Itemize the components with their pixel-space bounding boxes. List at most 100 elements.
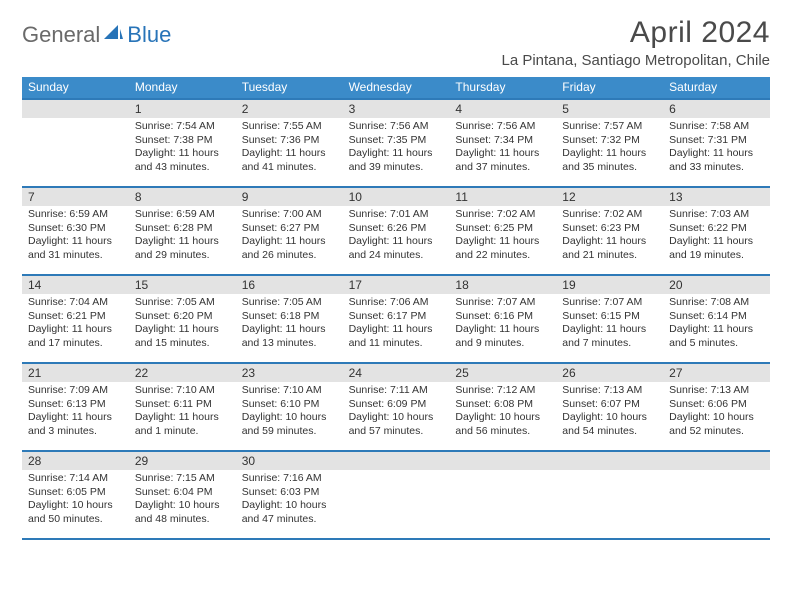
sunrise-text: Sunrise: 7:11 AM xyxy=(349,384,444,398)
day-body: Sunrise: 7:56 AMSunset: 7:35 PMDaylight:… xyxy=(343,118,450,179)
day-body: Sunrise: 7:13 AMSunset: 6:06 PMDaylight:… xyxy=(663,382,770,443)
daylight-text: Daylight: 11 hours and 39 minutes. xyxy=(349,147,444,174)
title-block: April 2024 La Pintana, Santiago Metropol… xyxy=(501,16,770,69)
header: General Blue April 2024 La Pintana, Sant… xyxy=(22,16,770,69)
daylight-text: Daylight: 11 hours and 3 minutes. xyxy=(28,411,123,438)
sunrise-text: Sunrise: 6:59 AM xyxy=(135,208,230,222)
day-cell xyxy=(22,100,129,186)
dow-saturday: Saturday xyxy=(663,77,770,98)
dow-monday: Monday xyxy=(129,77,236,98)
day-number: 11 xyxy=(449,188,556,206)
dow-wednesday: Wednesday xyxy=(343,77,450,98)
day-number: 29 xyxy=(129,452,236,470)
sunset-text: Sunset: 6:09 PM xyxy=(349,398,444,412)
day-body: Sunrise: 7:55 AMSunset: 7:36 PMDaylight:… xyxy=(236,118,343,179)
day-number: 18 xyxy=(449,276,556,294)
sunrise-text: Sunrise: 7:03 AM xyxy=(669,208,764,222)
day-cell: 9Sunrise: 7:00 AMSunset: 6:27 PMDaylight… xyxy=(236,188,343,274)
sunset-text: Sunset: 6:22 PM xyxy=(669,222,764,236)
sunrise-text: Sunrise: 7:07 AM xyxy=(455,296,550,310)
daylight-text: Daylight: 11 hours and 7 minutes. xyxy=(562,323,657,350)
daylight-text: Daylight: 11 hours and 41 minutes. xyxy=(242,147,337,174)
day-cell xyxy=(449,452,556,538)
location-text: La Pintana, Santiago Metropolitan, Chile xyxy=(501,52,770,69)
sunrise-text: Sunrise: 7:02 AM xyxy=(455,208,550,222)
day-cell: 21Sunrise: 7:09 AMSunset: 6:13 PMDayligh… xyxy=(22,364,129,450)
dow-sunday: Sunday xyxy=(22,77,129,98)
day-number xyxy=(343,452,450,470)
sunset-text: Sunset: 6:28 PM xyxy=(135,222,230,236)
day-number: 19 xyxy=(556,276,663,294)
day-body: Sunrise: 7:03 AMSunset: 6:22 PMDaylight:… xyxy=(663,206,770,267)
day-body: Sunrise: 7:02 AMSunset: 6:23 PMDaylight:… xyxy=(556,206,663,267)
sunrise-text: Sunrise: 7:02 AM xyxy=(562,208,657,222)
day-number xyxy=(663,452,770,470)
sunset-text: Sunset: 6:07 PM xyxy=(562,398,657,412)
day-cell: 23Sunrise: 7:10 AMSunset: 6:10 PMDayligh… xyxy=(236,364,343,450)
day-number: 15 xyxy=(129,276,236,294)
sunrise-text: Sunrise: 7:16 AM xyxy=(242,472,337,486)
daylight-text: Daylight: 11 hours and 15 minutes. xyxy=(135,323,230,350)
daylight-text: Daylight: 11 hours and 13 minutes. xyxy=(242,323,337,350)
day-cell: 26Sunrise: 7:13 AMSunset: 6:07 PMDayligh… xyxy=(556,364,663,450)
day-number: 20 xyxy=(663,276,770,294)
day-body: Sunrise: 7:56 AMSunset: 7:34 PMDaylight:… xyxy=(449,118,556,179)
day-cell: 17Sunrise: 7:06 AMSunset: 6:17 PMDayligh… xyxy=(343,276,450,362)
day-body: Sunrise: 7:57 AMSunset: 7:32 PMDaylight:… xyxy=(556,118,663,179)
day-number: 14 xyxy=(22,276,129,294)
week-row: 21Sunrise: 7:09 AMSunset: 6:13 PMDayligh… xyxy=(22,362,770,450)
day-body: Sunrise: 7:14 AMSunset: 6:05 PMDaylight:… xyxy=(22,470,129,531)
weeks-container: 1Sunrise: 7:54 AMSunset: 7:38 PMDaylight… xyxy=(22,98,770,538)
sunset-text: Sunset: 7:34 PM xyxy=(455,134,550,148)
week-row: 14Sunrise: 7:04 AMSunset: 6:21 PMDayligh… xyxy=(22,274,770,362)
daylight-text: Daylight: 11 hours and 22 minutes. xyxy=(455,235,550,262)
sunset-text: Sunset: 6:26 PM xyxy=(349,222,444,236)
day-cell: 5Sunrise: 7:57 AMSunset: 7:32 PMDaylight… xyxy=(556,100,663,186)
logo-text-part2: Blue xyxy=(127,22,171,48)
day-number: 17 xyxy=(343,276,450,294)
day-cell: 19Sunrise: 7:07 AMSunset: 6:15 PMDayligh… xyxy=(556,276,663,362)
sunrise-text: Sunrise: 7:58 AM xyxy=(669,120,764,134)
day-number: 3 xyxy=(343,100,450,118)
sunrise-text: Sunrise: 7:10 AM xyxy=(135,384,230,398)
week-row: 28Sunrise: 7:14 AMSunset: 6:05 PMDayligh… xyxy=(22,450,770,538)
day-number: 25 xyxy=(449,364,556,382)
day-cell: 30Sunrise: 7:16 AMSunset: 6:03 PMDayligh… xyxy=(236,452,343,538)
sunset-text: Sunset: 6:27 PM xyxy=(242,222,337,236)
sunset-text: Sunset: 6:11 PM xyxy=(135,398,230,412)
day-number: 28 xyxy=(22,452,129,470)
sunrise-text: Sunrise: 7:14 AM xyxy=(28,472,123,486)
sunset-text: Sunset: 7:31 PM xyxy=(669,134,764,148)
daylight-text: Daylight: 11 hours and 5 minutes. xyxy=(669,323,764,350)
day-cell: 1Sunrise: 7:54 AMSunset: 7:38 PMDaylight… xyxy=(129,100,236,186)
day-body: Sunrise: 7:07 AMSunset: 6:15 PMDaylight:… xyxy=(556,294,663,355)
daylight-text: Daylight: 10 hours and 56 minutes. xyxy=(455,411,550,438)
dow-friday: Friday xyxy=(556,77,663,98)
day-cell: 10Sunrise: 7:01 AMSunset: 6:26 PMDayligh… xyxy=(343,188,450,274)
daylight-text: Daylight: 11 hours and 21 minutes. xyxy=(562,235,657,262)
day-number: 12 xyxy=(556,188,663,206)
week-row: 7Sunrise: 6:59 AMSunset: 6:30 PMDaylight… xyxy=(22,186,770,274)
day-cell: 3Sunrise: 7:56 AMSunset: 7:35 PMDaylight… xyxy=(343,100,450,186)
day-number: 1 xyxy=(129,100,236,118)
day-body: Sunrise: 7:04 AMSunset: 6:21 PMDaylight:… xyxy=(22,294,129,355)
day-body: Sunrise: 7:05 AMSunset: 6:18 PMDaylight:… xyxy=(236,294,343,355)
daylight-text: Daylight: 10 hours and 48 minutes. xyxy=(135,499,230,526)
day-body: Sunrise: 7:10 AMSunset: 6:10 PMDaylight:… xyxy=(236,382,343,443)
day-body: Sunrise: 7:13 AMSunset: 6:07 PMDaylight:… xyxy=(556,382,663,443)
sunset-text: Sunset: 6:30 PM xyxy=(28,222,123,236)
day-cell xyxy=(556,452,663,538)
daylight-text: Daylight: 10 hours and 47 minutes. xyxy=(242,499,337,526)
sunrise-text: Sunrise: 7:57 AM xyxy=(562,120,657,134)
day-cell: 2Sunrise: 7:55 AMSunset: 7:36 PMDaylight… xyxy=(236,100,343,186)
daylight-text: Daylight: 11 hours and 11 minutes. xyxy=(349,323,444,350)
day-cell: 28Sunrise: 7:14 AMSunset: 6:05 PMDayligh… xyxy=(22,452,129,538)
day-cell: 16Sunrise: 7:05 AMSunset: 6:18 PMDayligh… xyxy=(236,276,343,362)
day-number: 23 xyxy=(236,364,343,382)
day-body: Sunrise: 7:08 AMSunset: 6:14 PMDaylight:… xyxy=(663,294,770,355)
day-cell: 20Sunrise: 7:08 AMSunset: 6:14 PMDayligh… xyxy=(663,276,770,362)
logo-sail-icon xyxy=(103,24,123,47)
page: General Blue April 2024 La Pintana, Sant… xyxy=(0,0,792,556)
day-number: 26 xyxy=(556,364,663,382)
day-of-week-header: Sunday Monday Tuesday Wednesday Thursday… xyxy=(22,77,770,98)
